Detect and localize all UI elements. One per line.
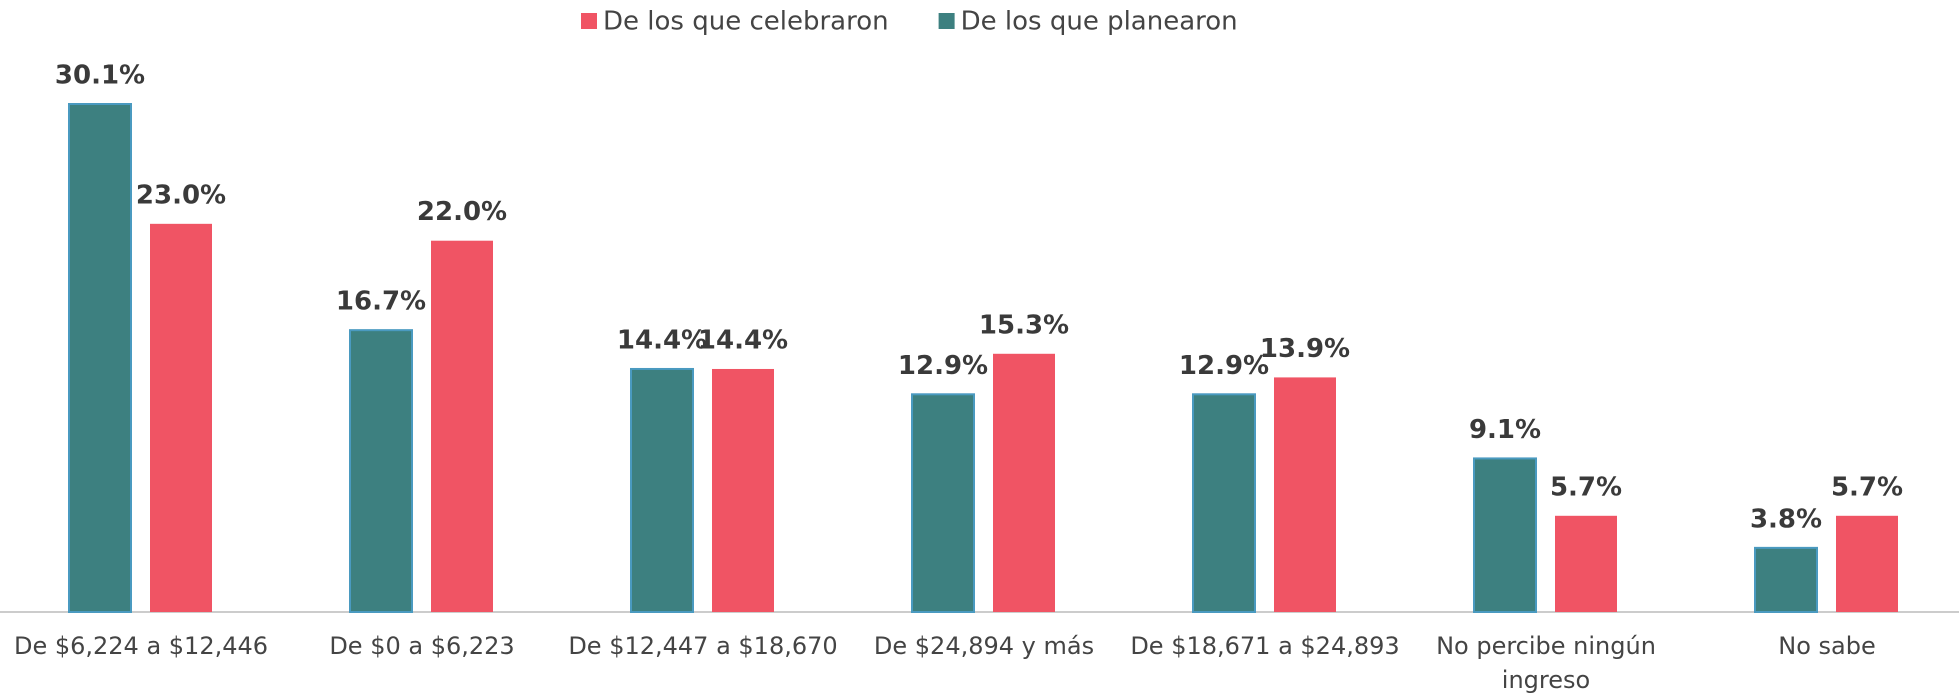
x-tick-label: De $0 a $6,223 (329, 632, 514, 660)
x-tick-label: De $6,224 a $12,446 (14, 632, 268, 660)
bar (1754, 546, 1818, 614)
data-label: 30.1% (55, 61, 145, 91)
legend-label: De los que celebraron (603, 7, 889, 37)
data-label: 14.4% (698, 325, 788, 355)
bar (1274, 377, 1336, 612)
bar (1473, 457, 1537, 613)
x-tick-label: No percibe ningún ingreso (1436, 632, 1656, 694)
data-label: 12.9% (898, 351, 988, 381)
bar (1555, 515, 1617, 612)
x-tick-label: De $24,894 y más (874, 632, 1094, 660)
data-label: 15.3% (979, 310, 1069, 340)
bar (993, 353, 1055, 612)
bar (150, 223, 212, 612)
bar (1192, 393, 1256, 613)
x-tick-label: De $12,447 a $18,670 (568, 632, 837, 660)
data-label: 5.7% (1550, 472, 1622, 502)
bar (349, 329, 413, 613)
bar (68, 103, 132, 613)
x-tick-label: De $18,671 a $24,893 (1130, 632, 1399, 660)
data-label: 16.7% (336, 287, 426, 317)
legend-swatch (938, 13, 955, 29)
bar (911, 393, 975, 613)
data-label: 13.9% (1260, 334, 1350, 364)
bar (712, 368, 774, 612)
bar (1836, 515, 1898, 612)
data-label: 3.8% (1750, 504, 1822, 534)
data-label: 12.9% (1179, 351, 1269, 381)
data-label: 5.7% (1831, 472, 1903, 502)
legend-label: De los que planearon (961, 7, 1238, 37)
bar (630, 367, 694, 613)
x-tick-label: No sabe (1778, 632, 1875, 660)
data-label: 14.4% (617, 325, 707, 355)
data-label: 22.0% (417, 197, 507, 227)
legend-swatch (581, 13, 597, 29)
data-label: 23.0% (136, 180, 226, 210)
data-label: 9.1% (1469, 415, 1541, 445)
bar (431, 240, 493, 612)
